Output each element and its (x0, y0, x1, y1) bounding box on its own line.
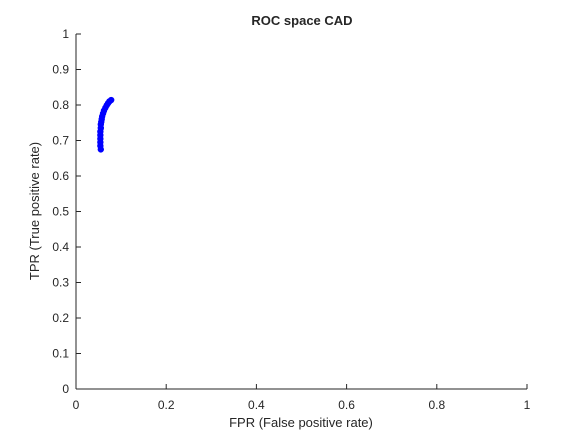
y-tick-label: 0.1 (52, 347, 69, 361)
x-tick-label: 0.4 (248, 398, 265, 412)
y-tick-label: 0.4 (52, 240, 69, 254)
y-tick-label: 0.8 (52, 98, 69, 112)
x-tick-label: 0.2 (158, 398, 175, 412)
y-tick-label: 0.9 (52, 63, 69, 77)
x-tick-label: 0 (73, 398, 80, 412)
x-ticks: 0 0.2 0.4 0.6 0.8 1 (73, 384, 531, 412)
x-tick-label: 0.6 (338, 398, 355, 412)
data-point (107, 96, 115, 104)
points-layer (97, 96, 115, 153)
y-tick-label: 0.7 (52, 134, 69, 148)
y-tick-label: 0.3 (52, 276, 69, 290)
x-tick-label: 1 (524, 398, 531, 412)
y-tick-label: 0 (62, 382, 69, 396)
y-ticks: 0 0.1 0.2 0.3 0.4 0.5 0.6 0.7 0.8 0.9 1 (52, 27, 81, 396)
plot-area (75, 34, 527, 390)
x-tick-label: 0.8 (428, 398, 445, 412)
x-axis-label: FPR (False positive rate) (229, 415, 373, 430)
y-tick-label: 1 (62, 27, 69, 41)
y-axis-label: TPR (True positive rate) (27, 142, 42, 280)
y-tick-label: 0.5 (52, 205, 69, 219)
y-tick-label: 0.6 (52, 169, 69, 183)
y-tick-label: 0.2 (52, 311, 69, 325)
chart-title: ROC space CAD (251, 13, 352, 28)
